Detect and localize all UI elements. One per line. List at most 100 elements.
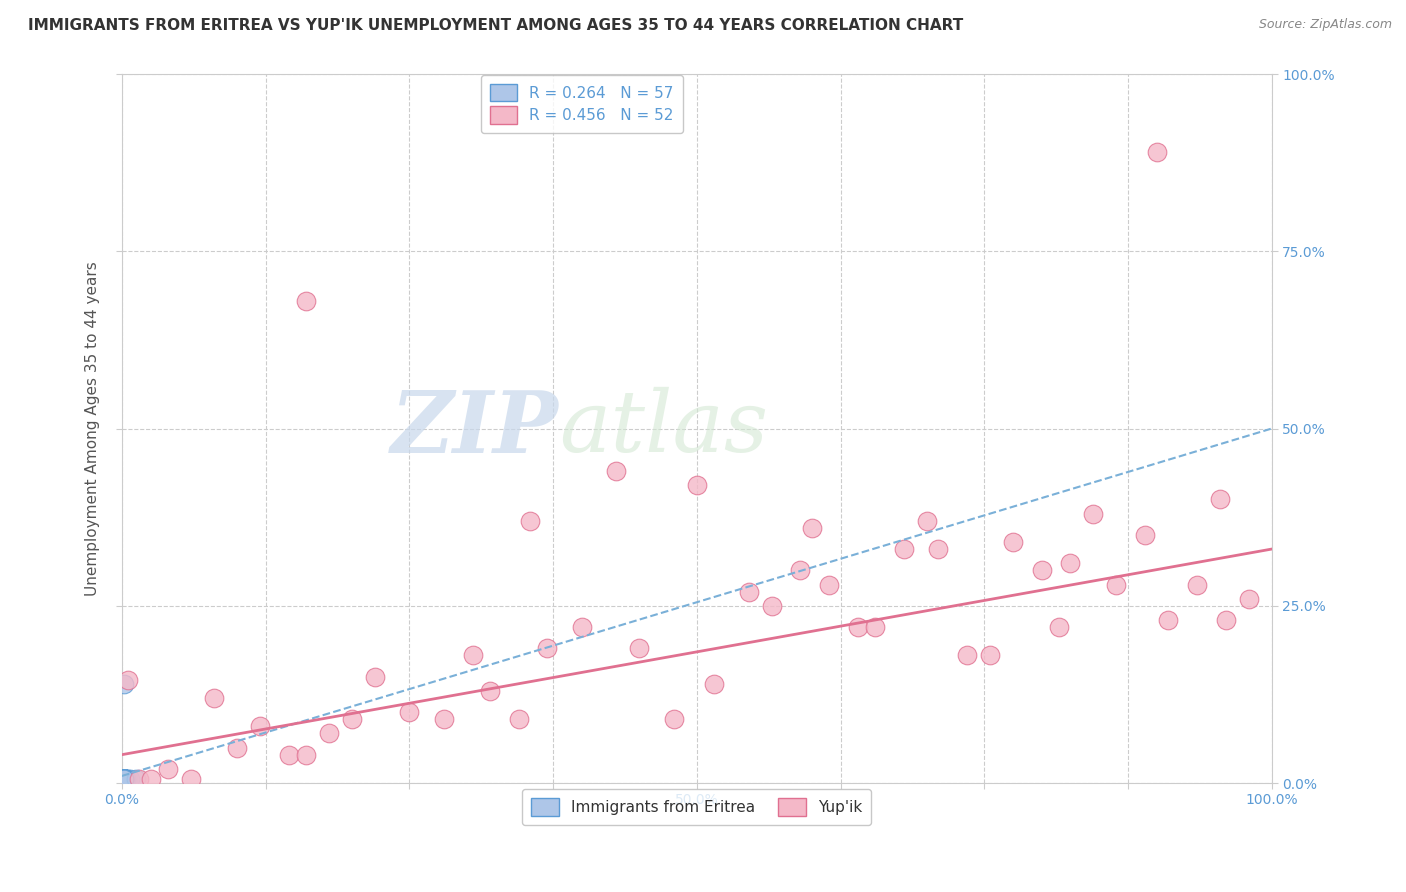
Point [112,772,135,787]
Point [112,677,135,691]
Point [112,772,135,787]
Point [1157,613,1180,627]
Point [295,747,318,762]
Point [112,772,135,787]
Point [1135,528,1157,542]
Point [1209,492,1232,507]
Point [112,772,135,787]
Point [128,772,150,787]
Point [249,719,271,733]
Point [686,478,709,492]
Point [114,772,136,787]
Point [979,648,1001,663]
Point [277,747,299,762]
Point [112,772,135,787]
Point [605,464,627,478]
Point [519,514,541,528]
Point [433,712,456,726]
Point [340,712,363,726]
Point [956,648,979,663]
Text: Source: ZipAtlas.com: Source: ZipAtlas.com [1258,18,1392,31]
Point [863,620,886,634]
Point [112,772,135,787]
Point [124,772,146,787]
Point [112,772,135,787]
Point [1001,535,1024,549]
Point [112,772,135,787]
Point [112,772,135,787]
Point [536,641,558,656]
Point [1083,507,1105,521]
Point [112,772,135,787]
Point [703,677,725,691]
Point [295,293,318,308]
Point [893,542,915,557]
Text: ZIP: ZIP [391,387,558,470]
Point [112,772,135,787]
Point [112,772,135,787]
Point [202,690,225,705]
Text: IMMIGRANTS FROM ERITREA VS YUP'IK UNEMPLOYMENT AMONG AGES 35 TO 44 YEARS CORRELA: IMMIGRANTS FROM ERITREA VS YUP'IK UNEMPL… [28,18,963,33]
Point [112,772,135,787]
Point [628,641,651,656]
Point [112,772,135,787]
Point [112,772,135,787]
Point [112,772,135,787]
Point [112,772,135,787]
Point [114,772,136,787]
Point [318,726,340,740]
Point [789,563,811,577]
Point [112,772,135,787]
Point [112,772,135,787]
Point [1047,620,1070,634]
Point [112,772,135,787]
Point [927,542,949,557]
Point [1146,145,1168,159]
Point [800,521,823,535]
Point [112,772,135,787]
Point [117,772,139,787]
Point [112,772,135,787]
Point [115,772,138,787]
Point [180,772,202,787]
Point [1215,613,1237,627]
Point [846,620,869,634]
Point [508,712,530,726]
Point [1185,577,1208,591]
Point [112,772,135,787]
Text: atlas: atlas [558,387,768,470]
Point [112,772,135,787]
Point [112,772,135,787]
Point [112,772,135,787]
Point [139,772,162,787]
Point [112,772,135,787]
Point [118,772,141,787]
Point [112,772,135,787]
Point [571,620,593,634]
Point [112,772,135,787]
Point [112,772,135,787]
Point [114,772,136,787]
Point [112,772,135,787]
Point [112,772,135,787]
Point [818,577,841,591]
Point [915,514,938,528]
Legend: Immigrants from Eritrea, Yup'ik: Immigrants from Eritrea, Yup'ik [522,789,872,825]
Point [114,772,136,787]
Point [112,772,135,787]
Point [398,705,420,719]
Point [112,772,135,787]
Point [662,712,685,726]
Point [1105,577,1128,591]
Point [112,772,135,787]
Point [112,772,135,787]
Point [117,673,139,688]
Point [112,772,135,787]
Point [737,584,759,599]
Point [478,684,501,698]
Point [761,599,783,613]
Y-axis label: Unemployment Among Ages 35 to 44 years: Unemployment Among Ages 35 to 44 years [86,261,100,596]
Point [112,772,135,787]
Point [112,772,135,787]
Point [112,772,135,787]
